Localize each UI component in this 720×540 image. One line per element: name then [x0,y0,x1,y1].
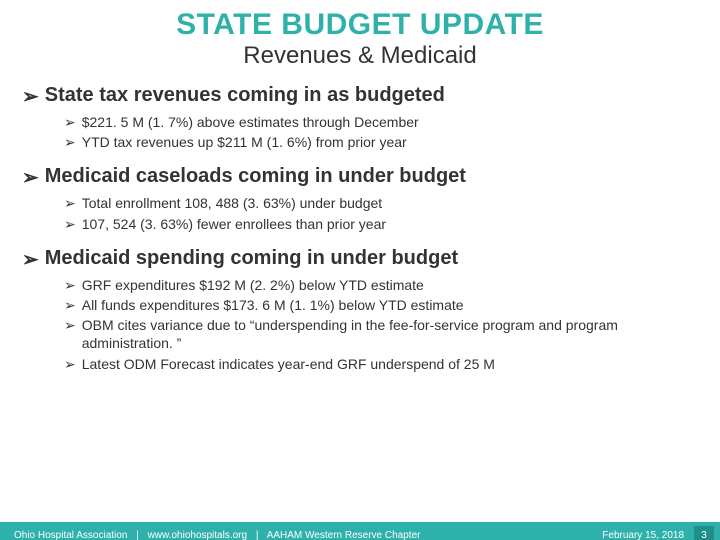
footer-date: February 15, 2018 [602,530,684,540]
section-heading-text: Medicaid caseloads coming in under budge… [45,165,466,188]
chevron-right-icon: ➢ [22,84,39,109]
slide-subtitle: Revenues & Medicaid [0,42,720,70]
footer-url: www.ohiohospitals.org [148,530,248,540]
sub-list: ➢ $221. 5 M (1. 7%) above estimates thro… [22,113,698,151]
section-heading: ➢ Medicaid spending coming in under budg… [22,247,698,272]
list-item-text: OBM cites variance due to “underspending… [82,316,698,352]
chevron-right-icon: ➢ [64,296,76,314]
section-heading-text: State tax revenues coming in as budgeted [45,84,445,107]
list-item-text: All funds expenditures $173. 6 M (1. 1%)… [82,296,464,314]
chevron-right-icon: ➢ [64,276,76,294]
chevron-right-icon: ➢ [22,165,39,190]
page-number-badge: 3 [694,526,714,540]
chevron-right-icon: ➢ [64,215,76,233]
section-2: ➢ Medicaid caseloads coming in under bud… [22,165,698,232]
chevron-right-icon: ➢ [64,133,76,151]
sub-list: ➢ GRF expenditures $192 M (2. 2%) below … [22,276,698,373]
list-item: ➢ All funds expenditures $173. 6 M (1. 1… [64,296,698,314]
chevron-right-icon: ➢ [64,316,76,334]
list-item: ➢ $221. 5 M (1. 7%) above estimates thro… [64,113,698,131]
footer-left: Ohio Hospital Association | www.ohiohosp… [0,530,602,540]
list-item: ➢ Latest ODM Forecast indicates year-end… [64,355,698,373]
list-item-text: 107, 524 (3. 63%) fewer enrollees than p… [82,215,386,233]
section-heading-text: Medicaid spending coming in under budget [45,247,458,270]
chevron-right-icon: ➢ [22,247,39,272]
chevron-right-icon: ➢ [64,194,76,212]
section-heading: ➢ Medicaid caseloads coming in under bud… [22,165,698,190]
footer-separator: | [256,530,259,540]
list-item-text: Total enrollment 108, 488 (3. 63%) under… [82,194,382,212]
slide-content: ➢ State tax revenues coming in as budget… [0,84,720,373]
slide-title: STATE BUDGET UPDATE [0,8,720,42]
section-1: ➢ State tax revenues coming in as budget… [22,84,698,151]
footer-bar: Ohio Hospital Association | www.ohiohosp… [0,522,720,540]
chevron-right-icon: ➢ [64,355,76,373]
footer-org: Ohio Hospital Association [14,530,127,540]
chevron-right-icon: ➢ [64,113,76,131]
footer-separator: | [136,530,139,540]
section-heading: ➢ State tax revenues coming in as budget… [22,84,698,109]
list-item: ➢ 107, 524 (3. 63%) fewer enrollees than… [64,215,698,233]
list-item: ➢ OBM cites variance due to “underspendi… [64,316,698,352]
list-item-text: YTD tax revenues up $211 M (1. 6%) from … [82,133,407,151]
list-item: ➢ YTD tax revenues up $211 M (1. 6%) fro… [64,133,698,151]
list-item: ➢ GRF expenditures $192 M (2. 2%) below … [64,276,698,294]
section-3: ➢ Medicaid spending coming in under budg… [22,247,698,373]
list-item-text: Latest ODM Forecast indicates year-end G… [82,355,495,373]
sub-list: ➢ Total enrollment 108, 488 (3. 63%) und… [22,194,698,232]
footer-right: February 15, 2018 3 [602,526,720,540]
list-item-text: $221. 5 M (1. 7%) above estimates throug… [82,113,419,131]
footer-chapter: AAHAM Western Reserve Chapter [267,530,421,540]
list-item: ➢ Total enrollment 108, 488 (3. 63%) und… [64,194,698,212]
list-item-text: GRF expenditures $192 M (2. 2%) below YT… [82,276,424,294]
